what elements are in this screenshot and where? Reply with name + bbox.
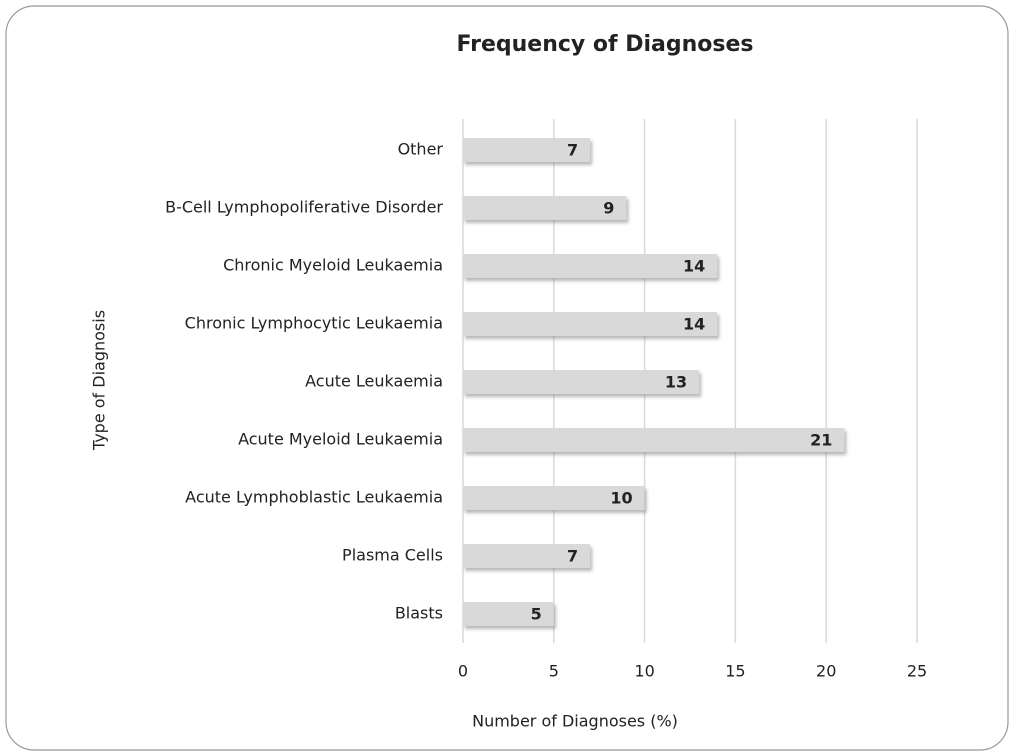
value-label: 5 [531,605,542,624]
value-label: 9 [603,199,614,218]
value-label: 21 [810,431,832,450]
y-axis-label: Type of Diagnosis [90,310,109,451]
chart-title: Frequency of Diagnoses [456,32,753,57]
value-label: 7 [567,547,578,566]
bar [463,428,845,452]
value-label: 7 [567,141,578,160]
bar [463,544,591,568]
value-label: 10 [610,489,632,508]
x-tick-label: 5 [549,662,559,681]
y-tick-label: Acute Leukaemia [305,372,443,391]
y-tick-label: B-Cell Lymphopoliferative Disorder [165,198,443,217]
value-label: 13 [665,373,687,392]
y-tick-label: Acute Lymphoblastic Leukaemia [185,488,443,507]
bar [463,602,554,626]
value-label: 14 [683,315,705,334]
x-axis-label: Number of Diagnoses (%) [472,712,678,731]
bar [463,138,591,162]
bar [463,196,627,220]
y-tick-label: Chronic Lymphocytic Leukaemia [185,314,443,333]
bar [463,312,718,336]
x-tick-label: 10 [634,662,654,681]
x-tick-label: 15 [725,662,745,681]
x-tick-label: 0 [458,662,468,681]
y-tick-label: Acute Myeloid Leukaemia [238,430,443,449]
bar [463,486,645,510]
y-tick-label: Other [398,140,444,159]
x-tick-label: 25 [907,662,927,681]
y-tick-label: Blasts [395,604,443,623]
value-label: 14 [683,257,705,276]
y-tick-label: Plasma Cells [342,546,443,565]
bar [463,370,700,394]
x-tick-label: 20 [816,662,836,681]
y-tick-label: Chronic Myeloid Leukaemia [223,256,443,275]
bar [463,254,718,278]
